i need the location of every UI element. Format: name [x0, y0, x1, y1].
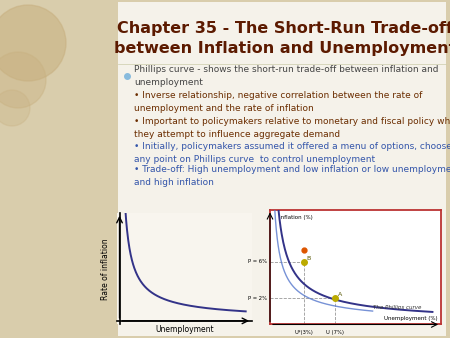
Text: B: B [307, 256, 311, 261]
Y-axis label: Rate of inflation: Rate of inflation [101, 238, 110, 299]
Text: between Inflation and Unemployment: between Inflation and Unemployment [114, 41, 450, 55]
Text: Unemployment (%): Unemployment (%) [384, 316, 437, 321]
Circle shape [0, 5, 66, 81]
Text: Phillips curve - shows the short-run trade-off between inflation and
unemploymen: Phillips curve - shows the short-run tra… [134, 65, 438, 87]
Text: The Phillips curve: The Phillips curve [373, 305, 421, 310]
Text: Chapter 35 - The Short-Run Trade-off: Chapter 35 - The Short-Run Trade-off [117, 21, 450, 35]
Text: U*(3%): U*(3%) [295, 330, 314, 335]
Bar [118, 2, 446, 336]
Text: A: A [338, 292, 342, 297]
Text: • Important to policymakers relative to monetary and fiscal policy when
they att: • Important to policymakers relative to … [134, 117, 450, 139]
Text: P = 6%: P = 6% [248, 259, 267, 264]
Text: P = 2%: P = 2% [248, 296, 267, 301]
Circle shape [0, 90, 30, 126]
Text: Inflation (%): Inflation (%) [279, 215, 312, 220]
Text: • Trade-off: High unemployment and low inflation or low unemployment
and high in: • Trade-off: High unemployment and low i… [134, 165, 450, 187]
Text: U (7%): U (7%) [326, 330, 344, 335]
Circle shape [0, 52, 46, 108]
X-axis label: Unemployment: Unemployment [155, 325, 214, 334]
Text: • Initially, policymakers assumed it offered a menu of options, choose
any point: • Initially, policymakers assumed it off… [134, 142, 450, 164]
Text: • Inverse relationship, negative correlation between the rate of
unemployment an: • Inverse relationship, negative correla… [134, 91, 423, 113]
